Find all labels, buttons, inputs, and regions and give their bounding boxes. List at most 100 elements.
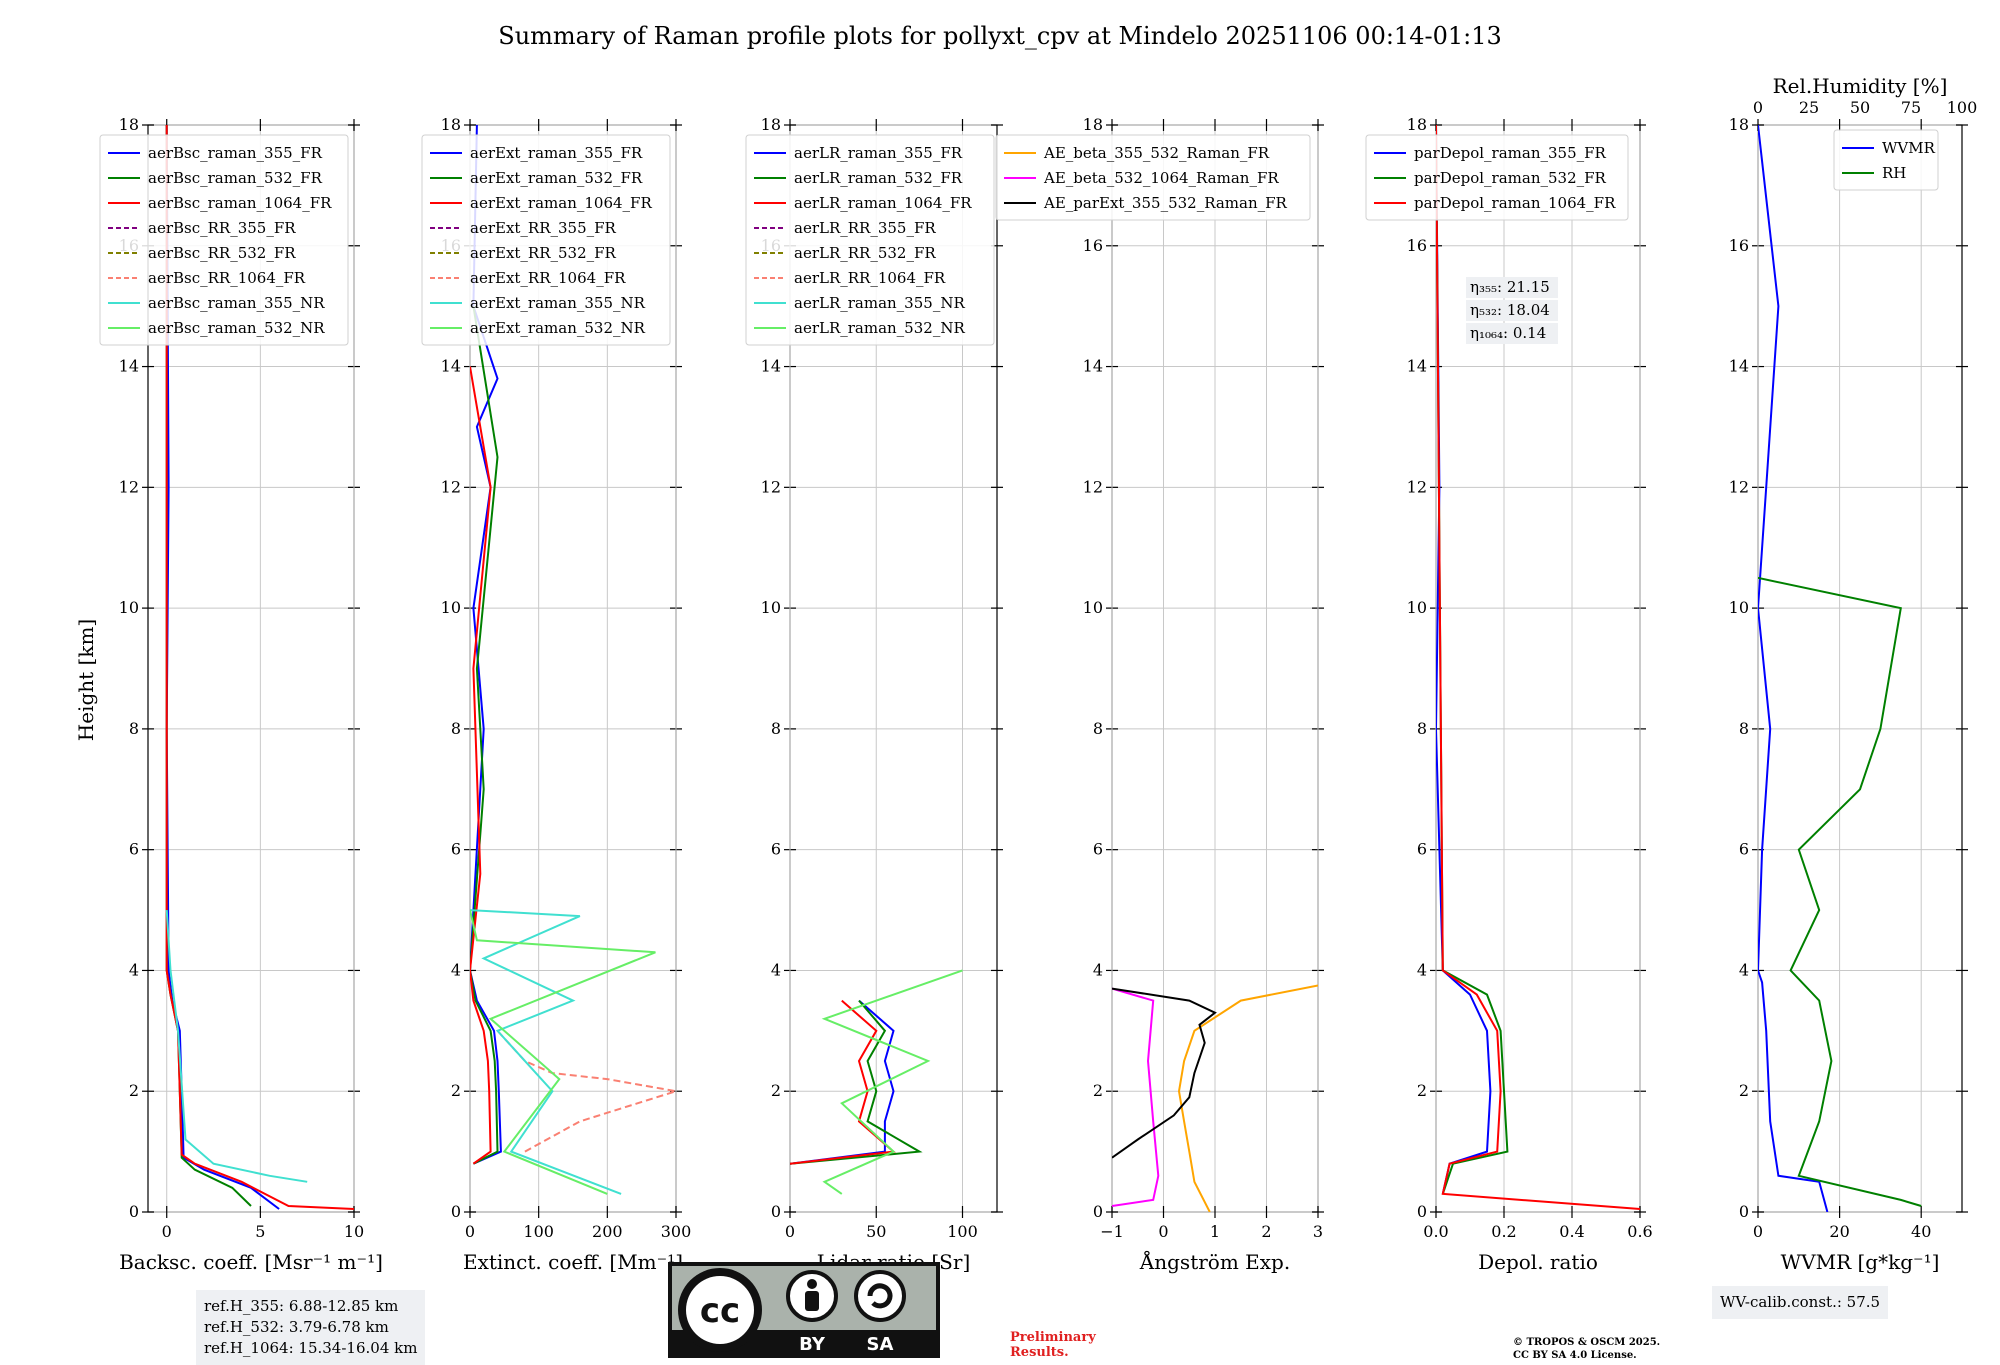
depolarization-xtick-label: 0.4: [1559, 1222, 1584, 1241]
lidar_ratio-ytick-label: 18: [761, 115, 781, 134]
lidar_ratio-xtick-label: 100: [947, 1222, 978, 1241]
depolarization-ytick-label: 10: [1407, 598, 1427, 617]
backscatter-ytick-label: 18: [119, 115, 139, 134]
extinction-xtick-label: 0: [465, 1222, 475, 1241]
lidar_ratio-legend-entry: aerLR_raman_532_NR: [794, 319, 965, 337]
extinction-xlabel: Extinct. coeff. [Mm⁻¹]: [463, 1250, 683, 1274]
by-icon-body: [805, 1291, 819, 1311]
depolarization-ytick-label: 2: [1417, 1081, 1427, 1100]
backscatter-legend-entry: aerBsc_raman_532_FR: [148, 169, 323, 187]
angstrom-xlabel: Ångström Exp.: [1139, 1249, 1290, 1274]
depolarization-ytick-label: 8: [1417, 719, 1427, 738]
depolarization-legend-entry: parDepol_raman_532_FR: [1414, 169, 1607, 187]
wvmr-top-tick-label: 75: [1901, 98, 1921, 117]
depolarization-annotation: η₃₅₅: 21.15: [1470, 278, 1550, 296]
wvmr-legend-box: [1833, 129, 1939, 191]
depolarization-annotation-bg: [1466, 323, 1558, 344]
series-aerLR_raman_532_NR: [821, 969, 963, 1195]
angstrom-ytick-label: 6: [1093, 840, 1103, 859]
preliminary-note: Preliminary Results.: [1010, 1330, 1096, 1360]
backscatter-legend-entry: aerBsc_raman_355_FR: [148, 144, 323, 162]
wvmr-ytick-label: 12: [1729, 477, 1749, 496]
backscatter-legend-entry: aerBsc_raman_1064_FR: [148, 194, 332, 212]
cc-letters: cc: [700, 1291, 740, 1331]
extinction-legend-entry: aerExt_raman_532_NR: [470, 319, 646, 337]
wvmr-xtick-label: 0: [1753, 1222, 1763, 1241]
lidar_ratio-ytick-label: 6: [771, 840, 781, 859]
angstrom-ytick-label: 18: [1083, 115, 1103, 134]
lidar_ratio-xtick-label: 50: [866, 1222, 886, 1241]
depolarization-xtick-label: 0.6: [1627, 1222, 1652, 1241]
refh-1064: ref.H_1064: 15.34-16.04 km: [204, 1339, 418, 1357]
wvmr-top-tick-label: 100: [1947, 98, 1978, 117]
depolarization-legend-box: [1365, 134, 1629, 221]
wvmr-ytick-label: 18: [1729, 115, 1749, 134]
series-aerExt_raman_355_NR: [470, 909, 622, 1195]
refh-532: ref.H_532: 3.79-6.78 km: [204, 1318, 389, 1336]
extinction-legend-entry: aerExt_raman_532_FR: [470, 169, 643, 187]
lidar_ratio-legend-entry: aerLR_raman_532_FR: [794, 169, 963, 187]
depolarization-legend-entry: parDepol_raman_355_FR: [1414, 144, 1607, 162]
backscatter-legend-entry: aerBsc_raman_532_NR: [148, 319, 325, 337]
lidar_ratio-ytick-label: 10: [761, 598, 781, 617]
lidar_ratio-legend-entry: aerLR_raman_355_FR: [794, 144, 963, 162]
angstrom-legend-entry: AE_beta_532_1064_Raman_FR: [1043, 169, 1279, 187]
series-parDepol_raman_1064_FR: [1436, 125, 1640, 1210]
angstrom-ytick-label: 0: [1093, 1202, 1103, 1221]
angstrom-xtick-label: 0: [1158, 1222, 1168, 1241]
wvmr-legend-entry: RH: [1882, 164, 1906, 182]
backscatter-legend-entry: aerBsc_raman_355_NR: [148, 294, 325, 312]
lidar_ratio-ytick-label: 4: [771, 960, 781, 979]
angstrom-legend-entry: AE_beta_355_532_Raman_FR: [1043, 144, 1270, 162]
by-label: BY: [799, 1334, 826, 1355]
refh-355: ref.H_355: 6.88-12.85 km: [204, 1297, 399, 1315]
extinction-xtick-label: 100: [523, 1222, 554, 1241]
depolarization-ytick-label: 12: [1407, 477, 1427, 496]
angstrom-ytick-label: 2: [1093, 1081, 1103, 1100]
depolarization-ytick-label: 14: [1407, 357, 1427, 376]
sa-label: SA: [867, 1334, 894, 1355]
extinction-legend-entry: aerExt_raman_355_FR: [470, 144, 643, 162]
wvmr-xlabel: WVMR [g*kg⁻¹]: [1781, 1250, 1940, 1274]
figure-title: Summary of Raman profile plots for polly…: [498, 22, 1502, 50]
angstrom-xtick-label: 3: [1313, 1222, 1323, 1241]
cc-inner: [686, 1276, 754, 1344]
backscatter-ytick-label: 0: [129, 1202, 139, 1221]
lidar_ratio-legend-entry: aerLR_RR_1064_FR: [794, 269, 946, 287]
lidar_ratio-legend-box: [745, 134, 995, 346]
backscatter-ytick-label: 6: [129, 840, 139, 859]
extinction-ytick-label: 10: [441, 598, 461, 617]
angstrom-ytick-label: 16: [1083, 236, 1103, 255]
angstrom-ytick-label: 4: [1093, 960, 1103, 979]
depolarization-ytick-label: 6: [1417, 840, 1427, 859]
lidar_ratio-legend-entry: aerLR_raman_355_NR: [794, 294, 965, 312]
series-aerBsc_raman_355_NR: [165, 910, 308, 1183]
backscatter-xtick-label: 10: [344, 1222, 364, 1241]
extinction-ytick-label: 2: [451, 1081, 461, 1100]
series-AE_beta_532_1064_Raman_FR: [1112, 987, 1160, 1207]
series-AE_parExt_355_532_Raman_FR: [1112, 987, 1217, 1159]
extinction-legend-entry: aerExt_raman_355_NR: [470, 294, 646, 312]
wvmr-top-tick-label: 0: [1753, 98, 1763, 117]
wvmr-top-tick-label: 50: [1850, 98, 1870, 117]
copyright-line-2: CC BY SA 4.0 License.: [1513, 1350, 1637, 1361]
series-aerExt_raman_532_NR: [470, 909, 656, 1195]
wvmr-ytick-label: 10: [1729, 598, 1749, 617]
lidar_ratio-legend-entry: aerLR_RR_355_FR: [794, 219, 936, 237]
wvmr-ytick-label: 16: [1729, 236, 1749, 255]
lidar_ratio-ytick-label: 14: [761, 357, 781, 376]
extinction-ytick-label: 8: [451, 719, 461, 738]
wvmr-xtick-label: 40: [1911, 1222, 1931, 1241]
by-icon-head: [807, 1279, 817, 1289]
angstrom-xtick-label: 2: [1261, 1222, 1271, 1241]
depolarization-ytick-label: 16: [1407, 236, 1427, 255]
lidar_ratio-ytick-label: 0: [771, 1202, 781, 1221]
sa-icon-arrow: [867, 1283, 893, 1309]
series-aerExt_raman_1064_FR: [470, 366, 492, 1165]
extinction-legend-entry: aerExt_RR_532_FR: [470, 244, 617, 262]
angstrom-ytick-label: 10: [1083, 598, 1103, 617]
wvmr-ytick-label: 14: [1729, 357, 1749, 376]
extinction-ytick-label: 0: [451, 1202, 461, 1221]
angstrom-ytick-label: 14: [1083, 357, 1103, 376]
backscatter-xtick-label: 5: [255, 1222, 265, 1241]
